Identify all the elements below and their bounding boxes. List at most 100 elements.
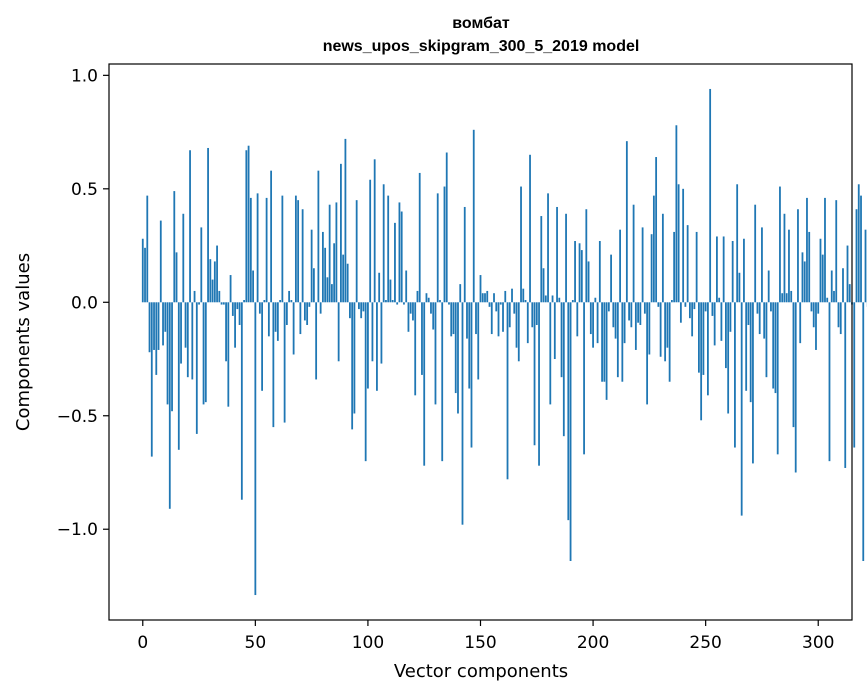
bar [276, 302, 279, 341]
x-tick-label: 100 [352, 633, 384, 653]
bar [693, 302, 696, 310]
bar [367, 302, 369, 389]
bar [738, 272, 741, 303]
plot-area [108, 63, 867, 621]
bar [272, 302, 275, 428]
bar [457, 302, 459, 414]
bar [225, 302, 227, 362]
bar [245, 150, 248, 303]
bar [612, 302, 615, 328]
y-tick-label: 1.0 [71, 66, 98, 86]
bar [326, 277, 329, 303]
bar [434, 302, 437, 405]
bar [168, 302, 171, 509]
bar [688, 302, 691, 319]
bar [290, 300, 293, 303]
bar [684, 302, 687, 307]
bar [299, 302, 302, 335]
bar [443, 186, 446, 303]
bar [553, 302, 556, 360]
bar [772, 302, 775, 389]
y-tick-label: 0.0 [71, 293, 98, 313]
bar [189, 150, 191, 303]
bar [452, 302, 455, 335]
bar [238, 302, 241, 325]
bar [603, 302, 606, 382]
bar [709, 88, 712, 303]
bar [243, 300, 245, 303]
bar [270, 170, 273, 303]
bar [425, 293, 428, 303]
bar [560, 302, 563, 378]
bar [249, 197, 252, 303]
bar [625, 141, 628, 303]
bar [803, 261, 806, 303]
bar [520, 186, 522, 303]
bar [776, 302, 779, 455]
bar [499, 302, 502, 305]
bar [567, 302, 570, 521]
bar [310, 229, 313, 303]
bar [650, 234, 653, 303]
bar [490, 302, 493, 335]
bar [312, 268, 315, 303]
bar [801, 252, 804, 303]
bar [826, 297, 829, 303]
bar [373, 159, 376, 303]
bar [637, 302, 640, 323]
bar [641, 227, 644, 303]
bar [333, 243, 336, 303]
bar [418, 172, 421, 303]
bar [686, 225, 689, 303]
bar [819, 238, 822, 303]
bar [389, 279, 392, 303]
bar [731, 241, 734, 303]
bar [821, 254, 824, 303]
bar [427, 297, 430, 303]
bar [734, 302, 736, 448]
bar [461, 302, 464, 525]
bar [542, 268, 545, 303]
bar [711, 302, 714, 316]
bar [378, 272, 381, 303]
bar [655, 157, 658, 303]
bar [175, 252, 178, 303]
bar [180, 302, 182, 364]
bar [679, 302, 682, 323]
bar [569, 302, 572, 561]
bar [619, 229, 621, 303]
bar [661, 213, 664, 303]
bar [621, 302, 624, 382]
bar [301, 209, 304, 303]
bar [495, 302, 498, 312]
bar [349, 302, 351, 319]
bar [472, 129, 475, 303]
bar [484, 293, 486, 303]
bar [833, 290, 835, 303]
bar [844, 302, 847, 468]
bar [162, 302, 164, 346]
chart-title: вомбат [452, 15, 510, 32]
bar [497, 302, 500, 337]
bar [265, 197, 268, 303]
bar [587, 261, 590, 303]
bar [657, 302, 660, 307]
bar [824, 197, 826, 303]
bar [792, 302, 795, 428]
bar [531, 302, 534, 328]
bar [839, 302, 842, 335]
bar [463, 206, 466, 303]
bar [718, 297, 721, 303]
bar [808, 231, 811, 303]
bar [416, 290, 419, 303]
bar [580, 250, 583, 303]
bar [193, 290, 196, 303]
bar [659, 302, 662, 357]
bar [195, 302, 198, 434]
bar [830, 270, 833, 303]
bar [216, 245, 218, 303]
bar [511, 288, 513, 303]
bar [547, 193, 549, 303]
bar [628, 302, 630, 321]
